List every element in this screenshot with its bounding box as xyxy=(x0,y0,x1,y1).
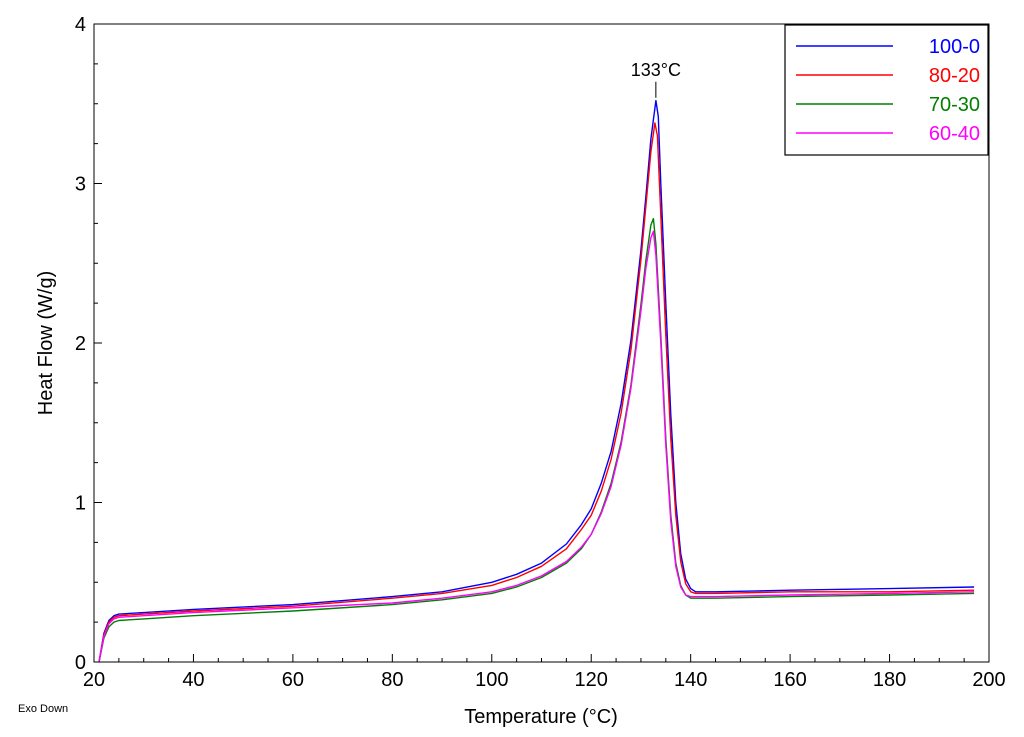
y-tick-label: 1 xyxy=(75,493,86,515)
legend-label-100-0: 100-0 xyxy=(929,36,980,58)
x-tick-label: 140 xyxy=(674,669,707,691)
series-line-100-0 xyxy=(98,99,975,663)
x-tick-label: 100 xyxy=(475,669,508,691)
series-line-70-30 xyxy=(98,217,975,663)
x-tick-label: 160 xyxy=(773,669,806,691)
y-tick-label: 0 xyxy=(75,652,86,674)
x-tick-label: 180 xyxy=(873,669,906,691)
x-tick-label: 60 xyxy=(282,669,304,691)
x-tick-label: 40 xyxy=(182,669,204,691)
axis-ticks xyxy=(93,23,990,663)
exo-down-note: Exo Down xyxy=(18,703,68,715)
legend-label-60-40: 60-40 xyxy=(929,123,980,145)
legend: 100-0 80-20 70-30 60-40 xyxy=(784,24,989,156)
x-tick-label: 20 xyxy=(83,669,105,691)
x-axis-title: Temperature (°C) xyxy=(464,706,618,728)
x-tick-label: 80 xyxy=(381,669,403,691)
series-layer xyxy=(98,81,975,663)
y-tick-label: 3 xyxy=(75,174,86,196)
x-tick-label: 120 xyxy=(575,669,608,691)
peak-annotation: 133°C xyxy=(631,60,681,80)
plot-frame xyxy=(93,23,990,663)
x-tick-label: 200 xyxy=(972,669,1005,691)
legend-label-70-30: 70-30 xyxy=(929,94,980,116)
tick-labels: 20 40 60 80 100 120 140 160 180 200 0 1 2 3 4 xyxy=(75,14,1006,691)
legend-label-80-20: 80-20 xyxy=(929,65,980,87)
y-axis-title: Heat Flow (W/g) xyxy=(35,271,57,415)
series-line-60-40 xyxy=(98,230,975,663)
y-tick-label: 4 xyxy=(75,14,86,36)
series-line-80-20 xyxy=(98,122,975,663)
y-tick-label: 2 xyxy=(75,333,86,355)
